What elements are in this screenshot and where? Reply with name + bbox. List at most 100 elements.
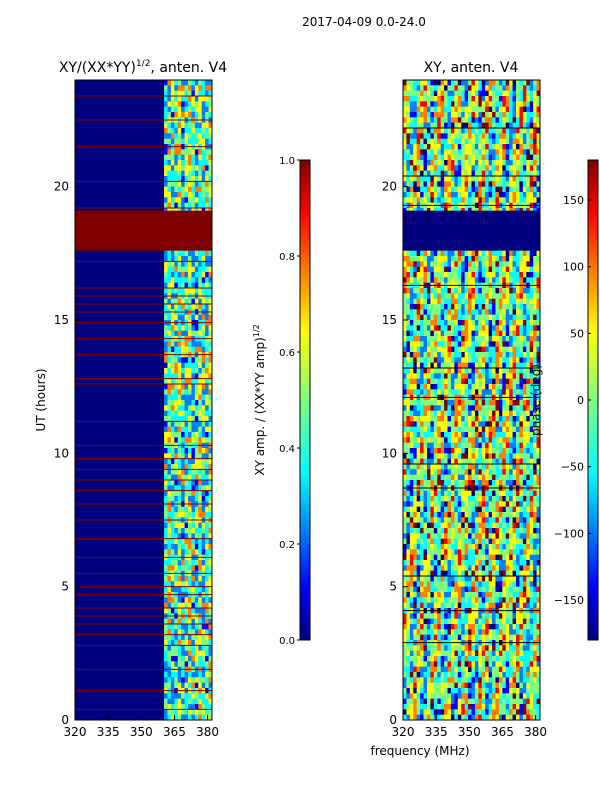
heatmap-cell	[406, 101, 411, 107]
heatmap-cell	[529, 128, 534, 134]
heatmap-cell	[519, 501, 524, 507]
heatmap-cell	[474, 256, 479, 262]
heatmap-cell	[430, 490, 435, 497]
heatmap-cell	[468, 250, 472, 257]
heatmap-cell	[478, 186, 483, 193]
heatmap-cell	[201, 368, 206, 374]
heatmap-cell	[208, 133, 213, 139]
heatmap-cell	[420, 384, 424, 390]
heatmap-cell	[188, 608, 192, 614]
heatmap-cell	[492, 288, 496, 294]
heatmap-cell	[464, 144, 469, 150]
heatmap-cell	[502, 458, 507, 465]
heatmap-cell	[167, 538, 172, 545]
heatmap-cell	[468, 432, 472, 438]
heatmap-cell	[509, 336, 513, 342]
heatmap-cell	[188, 464, 192, 470]
heatmap-cell	[170, 154, 175, 161]
heatmap-cell	[440, 389, 445, 395]
heatmap-cell	[492, 144, 496, 150]
heatmap-cell	[488, 458, 493, 465]
heatmap-cell	[198, 314, 203, 321]
heatmap-cell	[188, 618, 192, 625]
heatmap-cell	[454, 469, 459, 475]
heatmap-cell	[409, 272, 414, 278]
heatmap-cell	[201, 624, 206, 630]
heatmap-cell	[450, 384, 455, 390]
heatmap-cell	[526, 490, 531, 497]
heatmap-cell	[403, 138, 407, 145]
heatmap-cell	[174, 634, 179, 641]
heatmap-cell	[478, 309, 483, 315]
heatmap-cell	[177, 106, 182, 113]
heatmap-cell	[505, 410, 510, 417]
heatmap-cell	[478, 160, 483, 166]
heatmap-cell	[201, 672, 206, 678]
heatmap-cell	[478, 336, 483, 342]
heatmap-cell	[170, 698, 175, 705]
heatmap-cell	[174, 485, 179, 491]
heatmap-cell	[433, 144, 438, 150]
heatmap-cell	[502, 373, 507, 379]
heatmap-cell	[502, 288, 507, 294]
heatmap-cell	[498, 469, 503, 475]
heatmap-cell	[502, 96, 507, 102]
heatmap-cell	[474, 181, 479, 187]
heatmap-cell	[409, 416, 414, 422]
heatmap-cell	[440, 405, 445, 411]
heatmap-cell	[437, 314, 441, 321]
heatmap-cell	[522, 400, 527, 406]
heatmap-cell	[488, 165, 493, 171]
heatmap-cell	[464, 106, 469, 113]
heatmap-cell	[533, 149, 537, 155]
heatmap-cell	[208, 618, 213, 625]
heatmap-cell	[488, 325, 493, 331]
heatmap-cell	[509, 256, 513, 262]
heatmap-cell	[177, 298, 182, 305]
heatmap-cell	[437, 277, 441, 283]
heatmap-cell	[430, 304, 435, 310]
heatmap-cell	[495, 266, 500, 273]
heatmap-cell	[502, 309, 507, 315]
heatmap-cell	[516, 389, 520, 395]
heatmap-cell	[184, 389, 189, 395]
heatmap-cell	[457, 288, 462, 294]
heatmap-cell	[526, 336, 531, 342]
heatmap-cell	[471, 90, 476, 97]
heatmap-cell	[430, 346, 435, 353]
heatmap-cell	[526, 378, 531, 385]
heatmap-cell	[512, 368, 517, 374]
heatmap-cell	[519, 176, 524, 182]
heatmap-cell	[420, 176, 424, 182]
heatmap-cell	[177, 138, 182, 145]
heatmap-cell	[498, 117, 503, 123]
heatmap-cell	[533, 325, 537, 331]
heatmap-cell	[208, 709, 213, 715]
heatmap-cell	[447, 138, 452, 145]
heatmap-cell	[471, 506, 476, 513]
heatmap-cell	[188, 602, 192, 609]
heatmap-cell	[201, 154, 206, 161]
heatmap-cell	[509, 117, 513, 123]
heatmap-cell	[461, 144, 465, 150]
heatmap-cell	[430, 256, 435, 262]
heatmap-cell	[498, 106, 503, 113]
heatmap-cell	[406, 448, 411, 454]
heatmap-cell	[492, 378, 496, 385]
heatmap-cell	[485, 101, 489, 107]
heatmap-cell	[164, 90, 168, 97]
heatmap-cell	[413, 165, 417, 171]
heatmap-cell	[205, 698, 209, 705]
heatmap-cell	[198, 650, 203, 657]
heatmap-cell	[485, 170, 489, 177]
amplitude-colorbar-label: XY amp. / (XX*YY amp)1/2	[252, 324, 267, 475]
heatmap-cell	[478, 165, 483, 171]
heatmap-cell	[474, 144, 479, 150]
heatmap-cell	[413, 405, 417, 411]
heatmap-cell	[426, 176, 431, 182]
heatmap-cell	[481, 117, 486, 123]
heatmap-cell	[485, 304, 489, 310]
heatmap-cell	[198, 298, 203, 305]
heatmap-cell	[181, 464, 185, 470]
heatmap-cell	[423, 272, 428, 278]
